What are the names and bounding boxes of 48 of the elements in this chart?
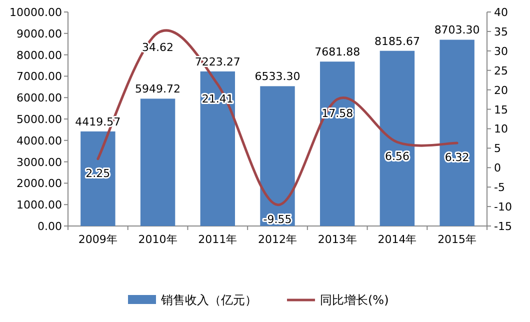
y2-tick-label: 5 bbox=[494, 142, 501, 156]
y-tick-label: 4000.00 bbox=[16, 134, 62, 148]
bar bbox=[80, 131, 116, 226]
y-tick-label: 2000.00 bbox=[16, 177, 62, 190]
data-label: 6.32 bbox=[444, 151, 470, 164]
y-tick-label: 7000.00 bbox=[16, 70, 62, 84]
x-tick-label: 2015年 bbox=[438, 233, 477, 246]
x-tick-label: 2010年 bbox=[138, 233, 178, 246]
legend-label: 同比增长(%) bbox=[320, 293, 389, 307]
data-label: 8703.30 bbox=[434, 24, 480, 37]
y2-tick-label: 15 bbox=[494, 103, 508, 116]
x-tick-label: 2011年 bbox=[198, 233, 238, 246]
data-label: 6533.30 bbox=[254, 70, 300, 84]
y2-tick-label: -10 bbox=[494, 200, 512, 214]
y-tick-label: 1000.00 bbox=[16, 198, 62, 212]
bar bbox=[140, 98, 176, 226]
y2-tick-label: 35 bbox=[494, 25, 508, 38]
y2-tick-label: 10 bbox=[494, 122, 508, 136]
y-tick-label: 5000.00 bbox=[16, 113, 62, 126]
data-label: 6.56 bbox=[384, 150, 410, 164]
y2-tick-label: -5 bbox=[494, 181, 505, 194]
y-tick-label: 9000.00 bbox=[16, 27, 62, 40]
bar bbox=[440, 40, 474, 226]
y-tick-label: 8000.00 bbox=[16, 48, 62, 62]
data-label: 2.25 bbox=[86, 166, 110, 180]
y2-tick-label: 0 bbox=[494, 162, 501, 175]
bar bbox=[320, 62, 355, 226]
bar bbox=[200, 71, 235, 226]
data-label: -9.55 bbox=[263, 212, 292, 226]
y-tick-label: 10000.00 bbox=[10, 6, 62, 19]
x-tick-label: 2013年 bbox=[318, 233, 357, 246]
bar bbox=[380, 50, 415, 226]
y2-tick-label: 40 bbox=[494, 6, 508, 19]
data-label: 5949.72 bbox=[135, 82, 181, 96]
y2-tick-label: 25 bbox=[494, 64, 508, 78]
data-label: 8185.67 bbox=[374, 34, 420, 48]
y2-tick-label: -15 bbox=[494, 220, 512, 233]
bar bbox=[260, 86, 295, 226]
y-tick-label: 3000.00 bbox=[16, 156, 62, 169]
x-tick-label: 2009年 bbox=[78, 233, 118, 246]
legend-label: 销售收入（亿元） bbox=[160, 293, 257, 307]
y-tick-label: 6000.00 bbox=[16, 92, 62, 105]
y-tick-label: 0.00 bbox=[38, 220, 62, 233]
y2-tick-label: 30 bbox=[494, 44, 508, 58]
x-tick-label: 2012年 bbox=[258, 233, 297, 246]
x-tick-label: 2014年 bbox=[378, 233, 417, 246]
y2-tick-label: 20 bbox=[494, 84, 508, 97]
data-label: 7681.88 bbox=[314, 46, 360, 59]
